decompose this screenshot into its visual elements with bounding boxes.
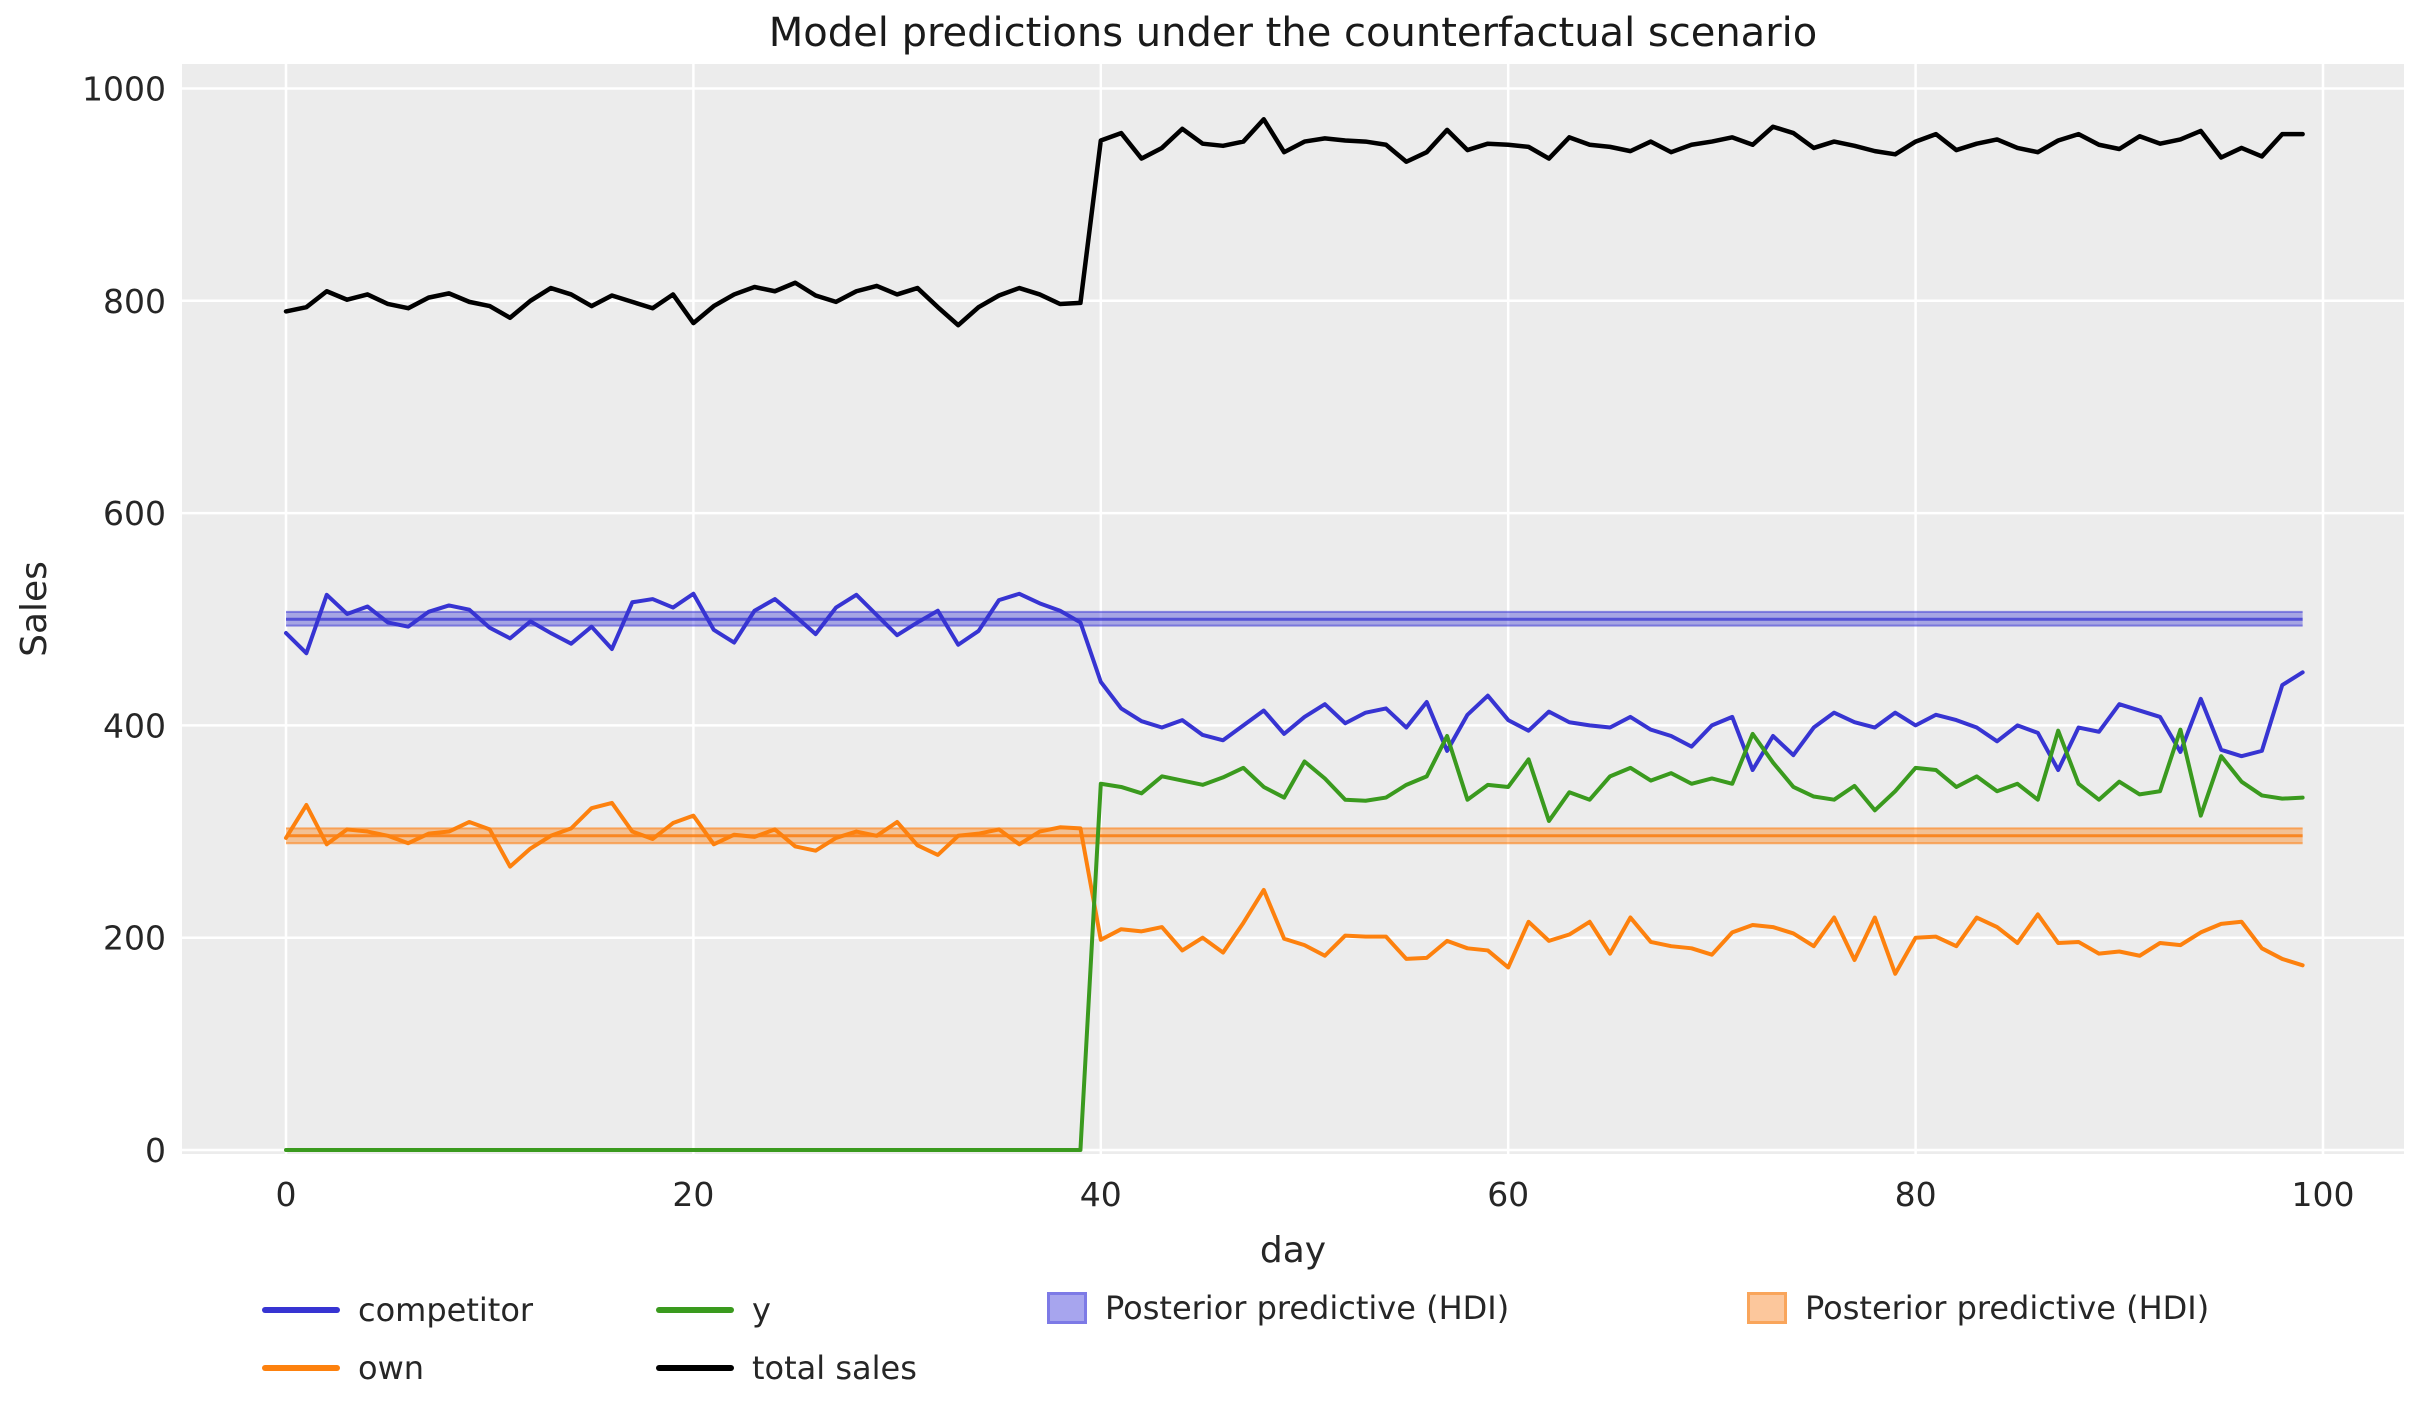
x-tick-label-100: 100 bbox=[2292, 1175, 2355, 1214]
x-axis-label: day bbox=[1260, 1230, 1326, 1271]
legend-label-orange-hdi: Posterior predictive (HDI) bbox=[1805, 1289, 2210, 1327]
x-tick-label-0: 0 bbox=[276, 1175, 297, 1214]
series-line-own bbox=[284, 800, 2305, 976]
x-tick-label-40: 40 bbox=[1080, 1175, 1122, 1214]
legend-item-own: own bbox=[262, 1349, 424, 1387]
y-tick-label-800: 800 bbox=[103, 282, 166, 321]
legend-line-swatch-own bbox=[262, 1365, 340, 1371]
legend-label-own: own bbox=[358, 1349, 425, 1387]
legend-label-blue-hdi: Posterior predictive (HDI) bbox=[1105, 1289, 1510, 1327]
legend-item-y: y bbox=[656, 1291, 771, 1329]
y-tick-label-1000: 1000 bbox=[82, 70, 166, 109]
legend-item-total-sales: total sales bbox=[656, 1349, 917, 1387]
legend-line-swatch-y bbox=[656, 1307, 734, 1313]
series-line-total-sales bbox=[283, 117, 2305, 328]
legend-label-y: y bbox=[752, 1291, 771, 1329]
legend-item-posterior-predictive-hdi-blue: Posterior predictive (HDI) bbox=[1047, 1289, 1509, 1327]
legend-patch-swatch-orange-hdi bbox=[1747, 1292, 1787, 1324]
plot-area bbox=[182, 64, 2404, 1154]
y-tick-label-200: 200 bbox=[103, 919, 166, 958]
legend-line-swatch-competitor bbox=[262, 1307, 340, 1313]
y-tick-label-600: 600 bbox=[103, 494, 166, 533]
legend-item-competitor: competitor bbox=[262, 1291, 533, 1329]
x-tick-label-60: 60 bbox=[1487, 1175, 1529, 1214]
series-line-y bbox=[284, 727, 2305, 1152]
legend-line-swatch-total-sales bbox=[656, 1365, 734, 1371]
x-tick-label-80: 80 bbox=[1895, 1175, 1937, 1214]
legend-label-total-sales: total sales bbox=[752, 1349, 917, 1387]
chart-title: Model predictions under the counterfactu… bbox=[769, 10, 1817, 56]
legend-label-competitor: competitor bbox=[358, 1291, 534, 1329]
y-axis-label: Sales bbox=[14, 561, 55, 657]
y-tick-label-400: 400 bbox=[103, 706, 166, 745]
x-tick-label-20: 20 bbox=[672, 1175, 714, 1214]
legend-item-posterior-predictive-hdi-orange: Posterior predictive (HDI) bbox=[1747, 1289, 2209, 1327]
legend-patch-swatch-blue-hdi bbox=[1047, 1292, 1087, 1324]
y-tick-label-0: 0 bbox=[145, 1131, 166, 1170]
series-line-competitor bbox=[284, 591, 2305, 772]
